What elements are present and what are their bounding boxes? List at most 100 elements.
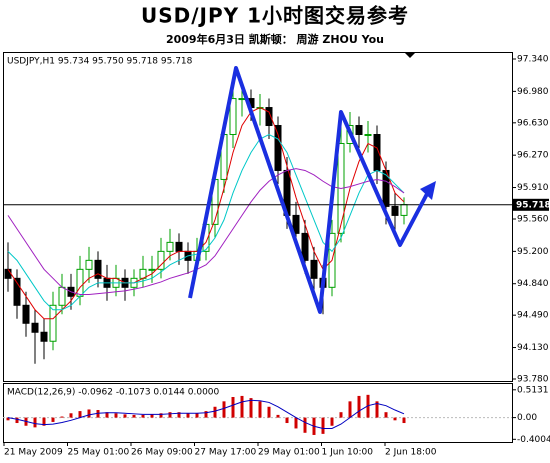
macd-bar xyxy=(339,412,343,418)
macd-bar xyxy=(123,414,127,418)
candle-body xyxy=(76,268,84,297)
macd-bar xyxy=(267,406,271,418)
macd-bar xyxy=(114,413,118,418)
candle-body xyxy=(31,322,39,333)
y-tick-label: 96.270 xyxy=(517,151,549,161)
macd-bar xyxy=(87,409,91,418)
macd-tick-label: 0.5131 xyxy=(517,385,549,395)
macd-bar xyxy=(222,401,226,418)
macd-bar xyxy=(177,412,181,418)
macd-bar xyxy=(42,417,46,426)
x-tick-label: 29 May 01:00 xyxy=(258,448,320,458)
macd-bar xyxy=(204,411,208,418)
x-tick-label: 21 May 2009 xyxy=(4,448,63,458)
candle-body xyxy=(94,259,102,279)
candle-body xyxy=(175,241,183,252)
macd-bar xyxy=(321,417,325,434)
candle-body xyxy=(364,134,372,137)
macd-bar xyxy=(285,417,289,424)
moving-average xyxy=(7,133,405,311)
macd-bar xyxy=(276,414,280,418)
macd-label: MACD(12,26,9) -0.0962 -0.1073 0.0144 0.0… xyxy=(7,388,220,398)
current-price-label: 95.718 xyxy=(516,200,550,210)
candle-body xyxy=(85,259,93,270)
macd-bar xyxy=(96,410,100,418)
candle-body xyxy=(58,286,66,306)
candle-body xyxy=(22,304,30,324)
macd-bar xyxy=(402,417,406,424)
candle-body xyxy=(157,250,165,270)
macd-bar xyxy=(348,401,352,418)
y-tick-label: 94.490 xyxy=(517,311,549,321)
macd-bar xyxy=(393,417,397,421)
y-tick-label: 96.980 xyxy=(517,87,549,97)
macd-bar xyxy=(231,397,235,418)
y-tick-label: 94.840 xyxy=(517,279,549,289)
price-panel xyxy=(3,52,513,382)
macd-bar xyxy=(132,414,136,418)
y-tick-label: 95.200 xyxy=(517,247,549,257)
candle-body xyxy=(49,304,57,342)
candle-body xyxy=(148,268,156,271)
macd-bar xyxy=(213,406,217,418)
macd-bar xyxy=(240,395,244,418)
candle-body xyxy=(238,98,246,101)
x-tick-label: 2 Jun 18:00 xyxy=(385,448,437,458)
macd-bar xyxy=(105,412,109,418)
annotation-arrowhead xyxy=(420,181,436,200)
chart-title: USD/JPY 1小时图交易参考 xyxy=(141,4,409,28)
candle-body xyxy=(391,205,399,216)
y-tick-label: 96.630 xyxy=(517,118,549,128)
x-tick-label: 27 May 17:00 xyxy=(195,448,257,458)
candle-body xyxy=(166,241,174,252)
macd-bar xyxy=(141,414,145,418)
macd-bar xyxy=(294,417,298,429)
macd-bar xyxy=(375,401,379,418)
macd-bar xyxy=(6,417,10,421)
y-tick-label: 97.340 xyxy=(517,55,549,65)
macd-bar xyxy=(258,401,262,418)
macd-bar xyxy=(33,417,37,428)
macd-bar xyxy=(249,398,253,418)
chart-subtitle: 2009年6月3日 凯斯顿： 周游 ZHOU You xyxy=(166,32,384,46)
macd-bar xyxy=(357,395,361,418)
candle-body xyxy=(265,107,273,127)
macd-bar xyxy=(186,413,190,418)
macd-bar xyxy=(195,413,199,418)
macd-bar xyxy=(51,417,55,422)
macd-bar xyxy=(330,417,334,426)
macd-bar xyxy=(303,417,307,433)
candle-body xyxy=(274,125,282,171)
moving-average xyxy=(7,106,405,320)
candle-body xyxy=(355,125,363,136)
candle-body xyxy=(13,277,21,306)
macd-tick-label: -0.4004 xyxy=(517,435,550,445)
macd-bar xyxy=(384,412,388,418)
x-tick-label: 26 May 09:00 xyxy=(131,448,193,458)
annotation-zigzag xyxy=(188,66,430,314)
macd-bar xyxy=(150,414,154,418)
macd-tick-label: 0.00 xyxy=(517,413,537,423)
moving-average xyxy=(7,168,405,296)
macd-bar xyxy=(78,411,82,418)
y-tick-label: 94.130 xyxy=(517,343,549,353)
candle-body xyxy=(229,98,237,136)
current-price-box xyxy=(512,198,549,211)
macd-bar xyxy=(168,412,172,418)
y-tick-label: 93.780 xyxy=(517,375,549,385)
shift-marker xyxy=(405,53,415,58)
candle-body xyxy=(310,259,318,279)
candle-body xyxy=(301,232,309,261)
y-tick-label: 95.910 xyxy=(517,183,549,193)
macd-bar xyxy=(69,413,73,418)
y-tick-label: 95.560 xyxy=(517,215,549,225)
candle-body xyxy=(4,268,12,279)
chart-header: USDJPY,H1 95.734 95.750 95.718 95.718 xyxy=(7,57,193,67)
candle-body xyxy=(40,331,48,342)
candle-body xyxy=(400,204,408,216)
x-tick-label: 25 May 01:00 xyxy=(68,448,130,458)
macd-bar xyxy=(60,416,64,418)
x-tick-label: 1 Jun 10:00 xyxy=(322,448,374,458)
macd-bar xyxy=(15,417,19,424)
